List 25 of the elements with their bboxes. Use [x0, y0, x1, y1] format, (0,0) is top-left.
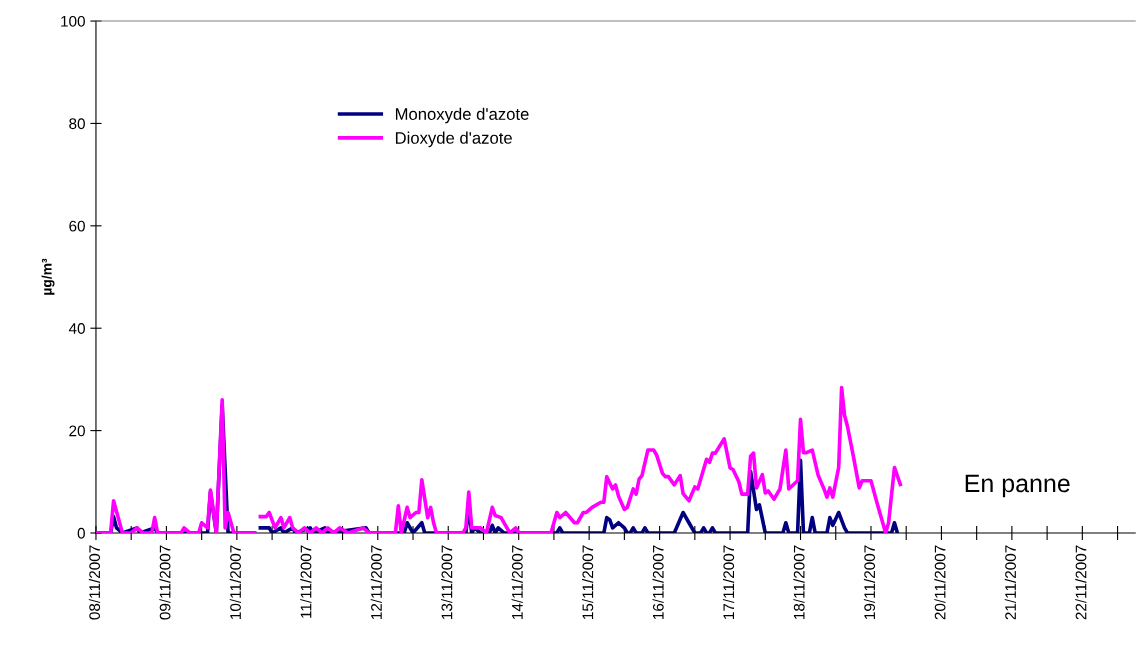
legend-label: Monoxyde d'azote: [395, 107, 529, 124]
x-tick-label: 17/11/2007: [722, 545, 735, 619]
x-tick-label: 10/11/2007: [229, 545, 241, 619]
legend-label: Dioxyde d'azote: [395, 131, 512, 148]
x-tick-label: 22/11/2007: [1075, 545, 1087, 620]
x-tick-label: 20/11/2007: [934, 545, 946, 620]
x-tick-label: 12/11/2007: [370, 545, 382, 619]
x-tick-label: 15/11/2007: [582, 545, 594, 619]
x-tick-label: 09/11/2007: [159, 545, 171, 620]
x-tick-label: 14/11/2007: [511, 545, 523, 619]
x-tick-label: 21/11/2007: [1004, 545, 1016, 620]
y-tick-label: 100: [61, 15, 85, 27]
annotation: En panne: [965, 474, 1070, 498]
y-tick-label: 60: [69, 220, 85, 232]
y-tick-label: 0: [77, 527, 85, 539]
x-tick-label: 16/11/2007: [652, 545, 664, 619]
x-tick-label: 08/11/2007: [88, 545, 101, 620]
x-tick-label: 13/11/2007: [441, 545, 453, 619]
y-tick-label: 40: [68, 323, 85, 334]
x-tick-label: 11/11/2007: [300, 545, 312, 618]
x-tick-label: 19/11/2007: [863, 545, 876, 619]
y-tick-label: 20: [69, 425, 85, 437]
x-tick-label: 18/11/2007: [793, 545, 805, 619]
y-axis-title: µg/m³: [41, 258, 55, 295]
y-tick-label: 80: [69, 118, 85, 130]
